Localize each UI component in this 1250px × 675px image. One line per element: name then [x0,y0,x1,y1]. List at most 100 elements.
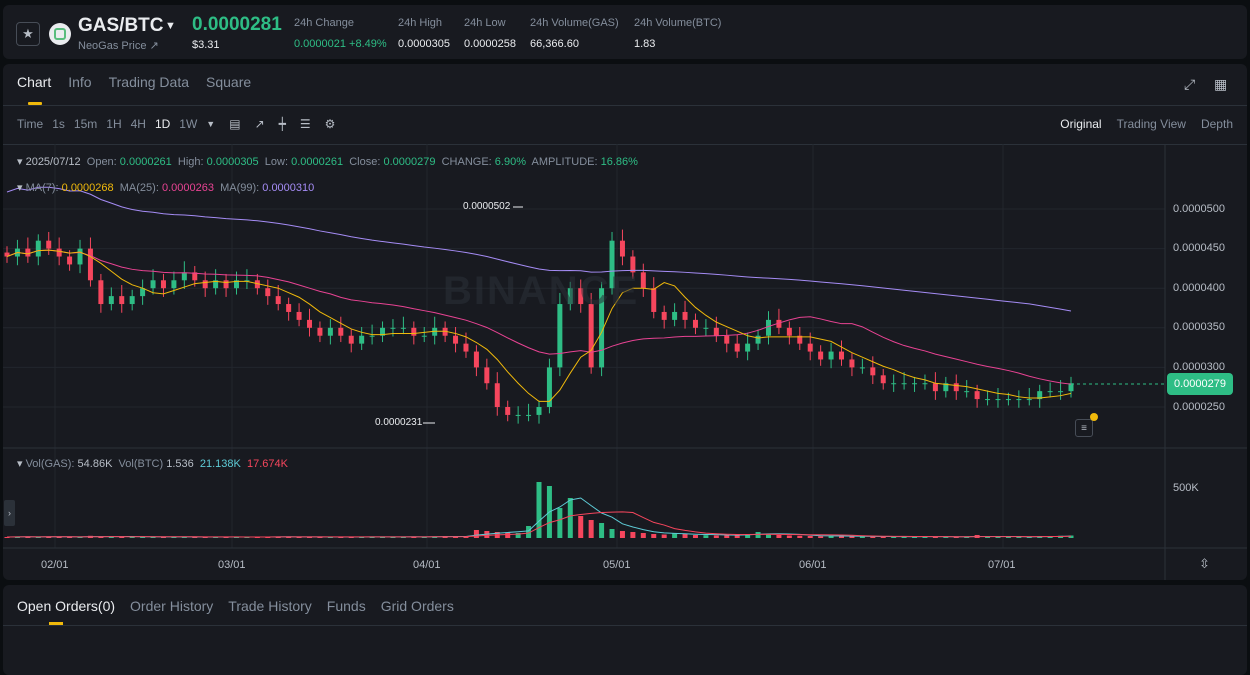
volume-bar [713,535,719,538]
volume-bar [108,536,114,538]
tab-trading-data[interactable]: Trading Data [108,74,190,90]
volume-bar [536,482,542,538]
interval-1d[interactable]: 1D [154,117,171,131]
volume-bar [682,534,688,538]
tab-grid-orders[interactable]: Grid Orders [380,598,454,614]
volume-bar [985,536,991,538]
tab-square[interactable]: Square [206,74,252,90]
price-tick: 0.0000250 [1173,401,1225,413]
volume-bar [943,536,949,538]
fullscreen-icon[interactable]: ⤢ [1184,76,1196,92]
date-tick: 06/01 [799,559,827,571]
tab-funds[interactable]: Funds [326,598,366,614]
view-switcher: Original Trading View Depth [1045,117,1233,131]
layout-grid-icon[interactable]: ▦ [1214,76,1228,92]
favorite-star-icon[interactable]: ★ [16,22,40,46]
candle-body [599,288,605,368]
candle-body [974,391,980,400]
volume-bar [463,536,469,538]
tab-trade-history[interactable]: Trade History [228,598,312,614]
volume-bar [912,536,918,538]
interval-dropdown-icon[interactable]: ▼ [206,119,216,129]
alert-dot[interactable] [1090,413,1098,421]
candle-body [619,240,625,257]
date-tick: 05/01 [603,559,631,571]
ma-info-line: ▾ MA(7): 0.0000268 MA(25): 0.0000263 MA(… [17,182,315,194]
chart-toolbar: Time 1s 15m 1H 4H 1D 1W ▼ ▤ ↗ ┿ ☰ ⚙ [17,117,349,131]
stat-24h-change: 24h Change 0.0000021 +8.49% [294,17,387,50]
candle-body [233,280,239,289]
volume-bar [317,537,323,538]
volume-bar [588,520,594,538]
date-tick: 02/01 [41,559,69,571]
tab-open-orders[interactable]: Open Orders(0) [17,585,115,625]
interval-1s[interactable]: 1s [52,117,65,131]
volume-bar [213,536,219,538]
candle-body [453,335,459,344]
expand-panel-chevron-icon[interactable]: › [4,500,15,526]
view-original[interactable]: Original [1060,117,1102,131]
tab-order-history[interactable]: Order History [130,598,214,614]
candle-body [557,304,563,368]
axis-scale-icon[interactable]: ⇳ [1199,556,1210,571]
indicator-icon[interactable]: ↗ [254,117,265,131]
tab-info[interactable]: Info [68,74,92,90]
candle-body [380,327,386,336]
coin-name-link[interactable]: NeoGas Price ↗ [78,40,159,52]
candle-body [1068,383,1074,392]
notes-icon[interactable]: ≡ [1075,419,1093,437]
candle-body [150,280,156,289]
candle-body [995,399,1001,401]
volume-bar [119,536,125,538]
candle-body [661,311,667,320]
volume-info-line: ▾ Vol(GAS): 54.86K Vol(BTC) 1.536 21.138… [17,458,288,470]
candle-body [505,407,511,415]
volume-tick: 500K [1173,482,1199,494]
candle-body [108,296,114,305]
candle-body [4,252,10,257]
candle-body [98,280,104,305]
template-icon[interactable]: ☰ [299,117,311,131]
volume-bar [797,535,803,538]
interval-15m[interactable]: 15m [73,117,98,131]
volume-bar [46,536,52,538]
candle-body [327,327,333,336]
toolbar-divider [3,144,1247,145]
candle-body [912,383,918,385]
volume-bar [932,536,938,538]
interval-4h[interactable]: 4H [130,117,146,131]
interval-1h[interactable]: 1H [106,117,122,131]
candle-body [129,296,135,305]
candle-body [338,327,344,336]
candle-body [494,383,500,407]
date-tick: 03/01 [218,559,246,571]
candle-body [703,327,709,329]
volume-bar [922,536,928,538]
pair-caret-down-icon[interactable]: ▼ [165,20,176,32]
candle-body [421,335,427,337]
candle-body [588,304,594,368]
price-tick: 0.0000350 [1173,321,1225,333]
candle-type-icon[interactable]: ┿ [278,117,286,131]
candle-body [254,280,260,289]
candle-body [536,407,542,415]
interval-1w[interactable]: 1W [179,117,198,131]
interval-time[interactable]: Time [17,117,44,131]
volume-bar [526,526,532,538]
tab-chart[interactable]: Chart [17,64,51,105]
candlestick-chart[interactable] [3,64,1247,580]
volume-bar [745,534,751,538]
candle-body [953,383,959,392]
stat-24h-high: 24h High 0.0000305 [398,17,450,50]
pair-selector[interactable]: GAS/BTC [78,15,164,36]
settings-icon[interactable]: ⚙ [324,117,336,131]
volume-bar [839,536,845,538]
volume-bar [692,535,698,538]
calendar-icon[interactable]: ▤ [229,117,241,131]
volume-bar [171,536,177,538]
volume-bar [724,535,730,538]
view-trading-view[interactable]: Trading View [1116,117,1186,131]
view-depth[interactable]: Depth [1200,117,1233,131]
volume-bar [640,533,646,538]
candle-body [901,383,907,385]
